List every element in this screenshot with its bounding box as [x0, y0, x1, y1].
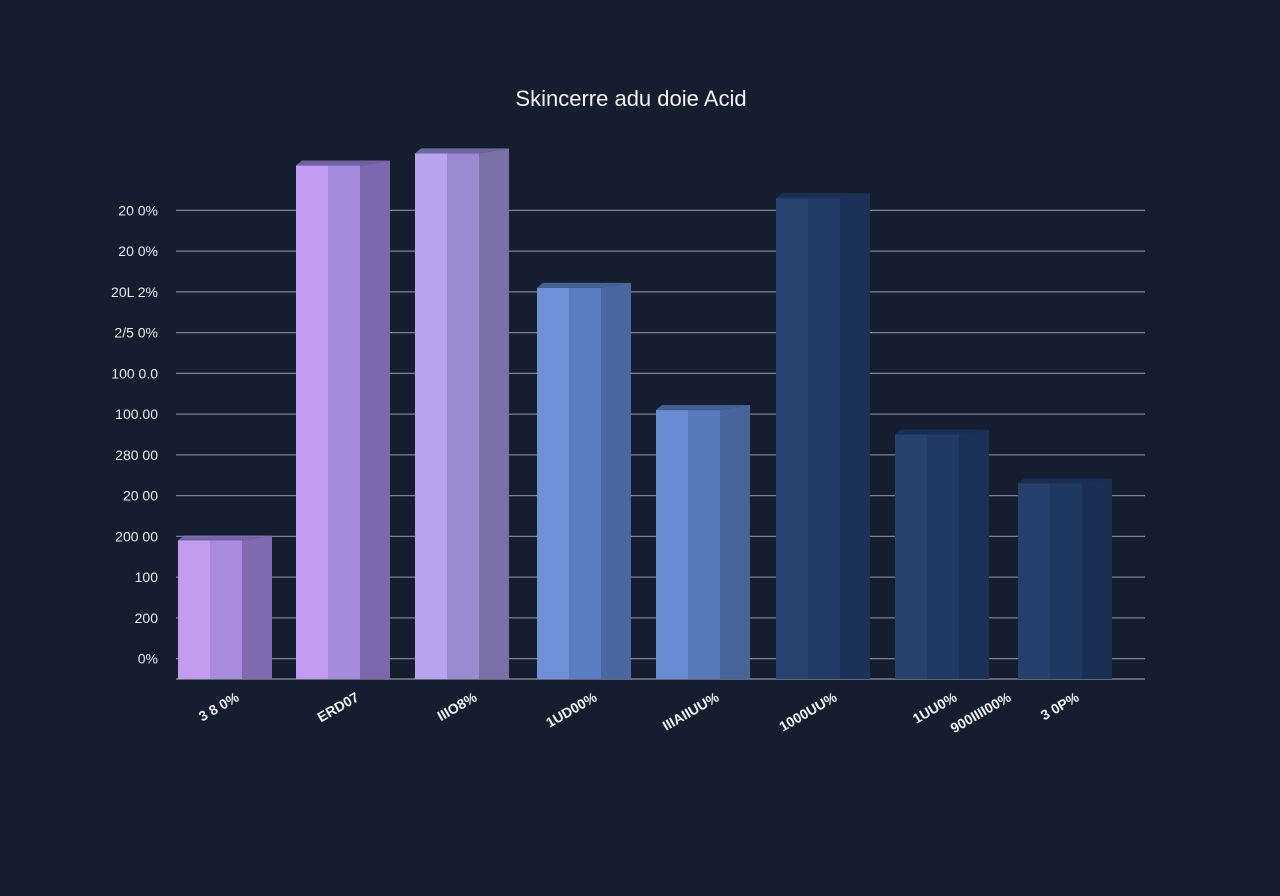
- x-tick-label: IIIO8%: [434, 688, 480, 724]
- bar-top: [656, 405, 750, 411]
- bar: [1018, 478, 1112, 679]
- x-tick-label: 1UD00%: [543, 688, 600, 730]
- bar-front-left: [537, 287, 569, 679]
- bar-side: [479, 148, 509, 679]
- bar-front-left: [656, 410, 688, 679]
- bar: [656, 405, 750, 679]
- bar-top: [537, 282, 631, 288]
- bar: [178, 535, 272, 679]
- chart-title: Skincerre adu doie Acid: [515, 86, 746, 111]
- bar-side: [1082, 478, 1112, 679]
- bar-top: [178, 535, 272, 541]
- y-tick-label: 20 0%: [118, 202, 158, 218]
- x-tick-label-secondary: 900IIII00%: [948, 688, 1014, 736]
- bar-top: [895, 429, 989, 435]
- bar-front-left: [1018, 483, 1050, 679]
- y-tick-label: 0%: [138, 651, 158, 667]
- bar: [895, 429, 989, 679]
- bar-front-right: [808, 198, 840, 679]
- bar-front-left: [895, 434, 927, 679]
- x-tick-label: ERD07: [314, 689, 361, 726]
- y-tick-label: 20L 2%: [111, 284, 158, 300]
- bar-top: [776, 193, 870, 199]
- y-tick-label: 200 00: [115, 528, 158, 544]
- bar-front-right: [569, 287, 601, 679]
- bar: [415, 148, 509, 679]
- x-tick-label: 3 8 0%: [196, 688, 242, 724]
- y-tick-label: 280 00: [115, 447, 158, 463]
- bar: [296, 160, 390, 680]
- bar-front-right: [447, 153, 479, 679]
- bar-side: [242, 535, 272, 679]
- y-tick-label: 20 00: [123, 488, 158, 504]
- bar-front-left: [415, 153, 447, 679]
- y-tick-label: 100.00: [115, 406, 158, 422]
- x-tick-label: 3 0P%: [1038, 688, 1082, 723]
- bar-front-right: [688, 410, 720, 679]
- bar-front-left: [296, 165, 328, 680]
- bar-top: [296, 160, 390, 166]
- y-tick-label: 20 0%: [118, 243, 158, 259]
- bar-front-right: [210, 540, 242, 679]
- y-tick-label: 100: [135, 569, 159, 585]
- x-tick-label: 1000UU%: [776, 688, 840, 734]
- bar: [537, 282, 631, 679]
- y-tick-label: 200: [135, 610, 159, 626]
- bar-front-left: [776, 198, 808, 679]
- bar-front-left: [178, 540, 210, 679]
- y-tick-label: 100 0.0: [111, 365, 158, 381]
- bar-side: [720, 405, 750, 679]
- y-tick-label: 2/5 0%: [114, 325, 158, 341]
- bar-top: [415, 148, 509, 154]
- x-tick-label: IIIAIIUU%: [660, 688, 722, 733]
- bar-side: [601, 282, 631, 679]
- bar-front-right: [328, 165, 360, 680]
- bar-side: [959, 429, 989, 679]
- bar-front-right: [1050, 483, 1082, 679]
- bar-side: [360, 160, 390, 680]
- bar-top: [1018, 478, 1112, 484]
- bar-front-right: [927, 434, 959, 679]
- bar-side: [840, 193, 870, 679]
- bar: [776, 193, 870, 679]
